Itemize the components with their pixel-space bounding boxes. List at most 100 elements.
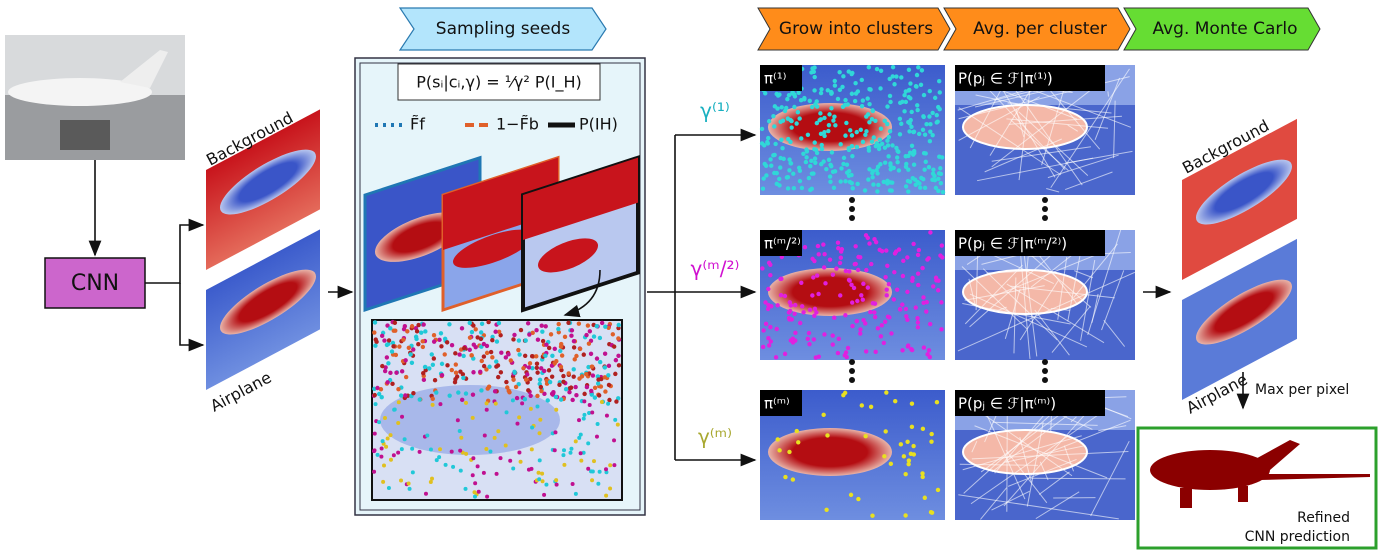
seed-dot (519, 328, 523, 332)
seed-dot (902, 93, 906, 97)
seed-dot (394, 353, 398, 357)
seed-dot (916, 65, 920, 69)
seed-dot (554, 395, 558, 399)
seed-dot (879, 334, 883, 338)
seed-dot (577, 376, 581, 380)
seed-dot (559, 397, 563, 401)
seed-dot (864, 114, 868, 118)
seed-dot (616, 354, 620, 358)
seed-dot (850, 154, 854, 158)
seed-dot (822, 252, 826, 256)
seed-dot (511, 467, 515, 471)
seed-dot (559, 344, 563, 348)
seed-dot (888, 94, 892, 98)
seed-dot (541, 479, 545, 483)
seed-dot (931, 167, 935, 171)
seed-dot (840, 247, 844, 251)
seed-dot (855, 145, 859, 149)
seed-dot (807, 342, 811, 346)
seed-dot (934, 186, 938, 190)
seed-dot (766, 287, 770, 291)
seed-dot (898, 117, 902, 121)
seed-dot (828, 257, 832, 261)
seed-dot (591, 373, 595, 377)
seed-dot (563, 335, 567, 339)
seed-dot (418, 397, 422, 401)
seed-dot (553, 347, 557, 351)
seed-dot (515, 422, 519, 426)
seed-dot (485, 408, 489, 412)
seed-dot (811, 275, 815, 279)
seed-dot (861, 98, 865, 102)
seed-dot (927, 114, 931, 118)
seed-dot (907, 68, 911, 72)
seed-dot (464, 401, 468, 405)
seed-dot (813, 156, 817, 160)
seed-dot (612, 438, 616, 442)
seed-dot (530, 447, 534, 451)
seed-dot (787, 157, 791, 161)
seed-dot (607, 383, 611, 387)
seed-dot (899, 442, 903, 446)
seed-dot (831, 118, 835, 122)
seed-dot (819, 132, 823, 136)
seed-dot (381, 439, 385, 443)
gamma-label: γ⁽ᵐ⁾ (698, 425, 732, 449)
seed-dot (768, 325, 772, 329)
seed-dot (939, 327, 943, 331)
seed-dot (421, 339, 425, 343)
seed-dot (607, 398, 611, 402)
seed-dot (809, 159, 813, 163)
seed-dot (929, 439, 933, 443)
seed-dot (774, 355, 778, 359)
seed-dot (479, 330, 483, 334)
seed-dot (562, 448, 566, 452)
seed-dot (470, 330, 474, 334)
seed-dot (890, 180, 894, 184)
seed-dot (471, 392, 475, 396)
seed-dot (553, 430, 557, 434)
seed-dot (856, 268, 860, 272)
seed-dot (517, 338, 521, 342)
seed-dot (870, 117, 874, 121)
seed-dot (917, 132, 921, 136)
seed-dot (459, 469, 463, 473)
seed-dot (815, 121, 819, 125)
seed-dot (771, 114, 775, 118)
seed-dot (877, 147, 881, 151)
seed-dot (771, 153, 775, 157)
seed-dot (607, 364, 611, 368)
seed-dot (382, 338, 386, 342)
seed-dot (827, 158, 831, 162)
seed-dot (798, 179, 802, 183)
seed-dot (939, 300, 943, 304)
seed-dot (777, 183, 781, 187)
seed-dot (900, 100, 904, 104)
seed-dot (900, 348, 904, 352)
seed-dot (405, 329, 409, 333)
seed-dot (855, 319, 859, 323)
seed-dot (786, 175, 790, 179)
seed-dot (832, 186, 836, 190)
seed-dot (538, 378, 542, 382)
seed-dot (380, 395, 384, 399)
seed-dot (890, 74, 894, 78)
seed-dot (858, 331, 862, 335)
seed-dot (577, 321, 581, 325)
seed-dot (380, 334, 384, 338)
seed-dot (902, 109, 906, 113)
seed-dot (839, 166, 843, 170)
seed-dot (867, 65, 871, 69)
seed-dot (464, 487, 468, 491)
seed-dot (554, 408, 558, 412)
seed-dot (535, 405, 539, 409)
seed-dot (574, 393, 578, 397)
seed-dot (589, 389, 593, 393)
seed-dot (496, 363, 500, 367)
seed-dot (819, 87, 823, 91)
seed-dot (843, 391, 847, 395)
seed-dot (550, 374, 554, 378)
seed-dot (911, 242, 915, 246)
cluster-blob (768, 268, 892, 316)
seed-dot (407, 346, 411, 350)
